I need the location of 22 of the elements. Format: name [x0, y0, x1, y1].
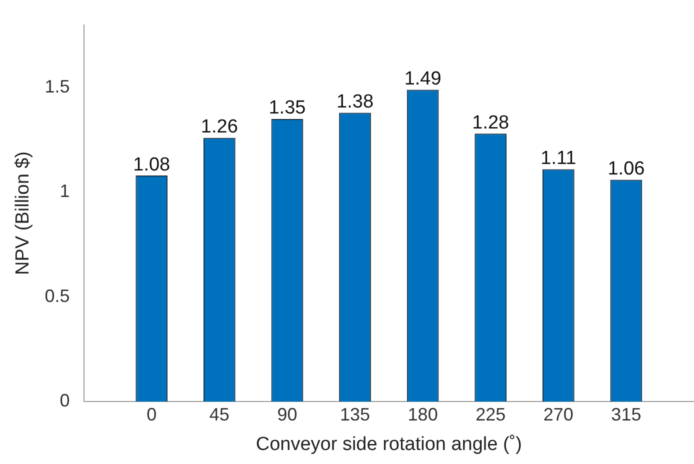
x-tick-label: 225: [476, 404, 506, 424]
x-axis-title: Conveyor side rotation angle (˚): [256, 434, 522, 455]
data-label: 1.06: [608, 158, 645, 180]
data-label: 1.49: [404, 68, 442, 90]
y-tick-label: 0: [60, 390, 70, 411]
x-tick-label: 315: [611, 404, 642, 424]
data-label: 1.08: [133, 154, 170, 176]
x-tick-label: 180: [408, 404, 438, 424]
data-label: 1.38: [336, 91, 374, 112]
data-label: 1.26: [200, 116, 238, 138]
data-label: 1.11: [540, 148, 576, 169]
x-tick-label: 0: [146, 404, 157, 424]
y-axis-title: NPV (Billion $): [12, 151, 34, 275]
data-label: 1.28: [472, 112, 510, 134]
y-tick-label: 1.5: [44, 76, 70, 97]
y-tick-label: 0.5: [44, 286, 70, 306]
data-label: 1.35: [268, 98, 306, 119]
x-tick-label: 135: [340, 404, 370, 424]
x-tick-label: 90: [277, 404, 298, 424]
x-tick-label: 270: [543, 404, 574, 424]
x-tick-label: 45: [209, 404, 230, 424]
y-tick-label: 1: [60, 181, 70, 202]
